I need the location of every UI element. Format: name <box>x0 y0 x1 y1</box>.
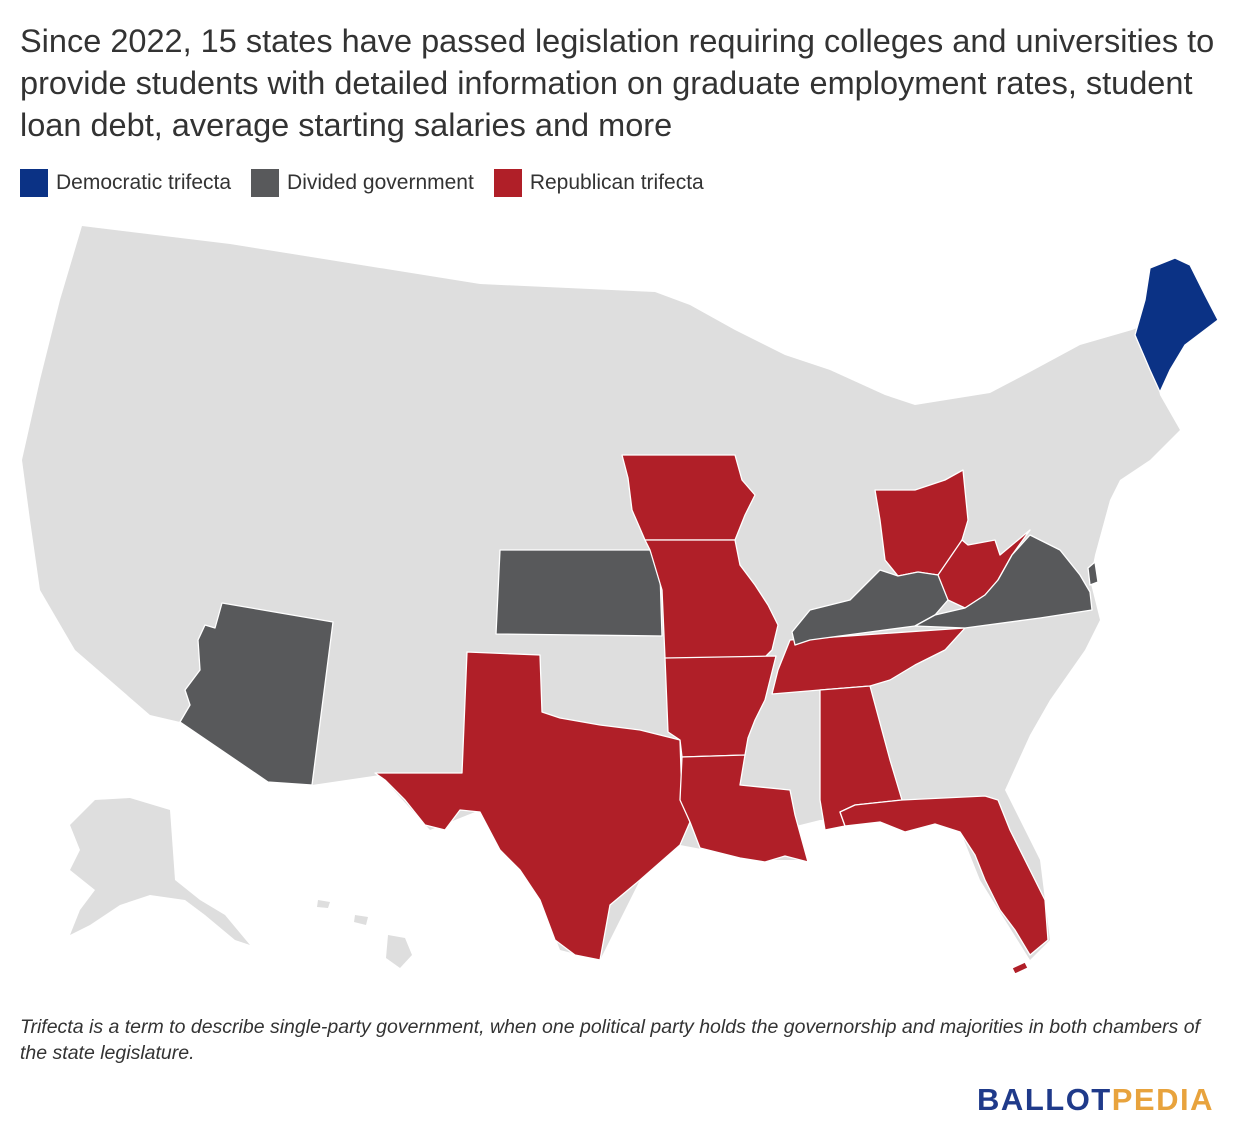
delmarva-detail <box>1087 561 1099 586</box>
state-maine <box>1134 257 1219 393</box>
state-tennessee <box>771 627 966 695</box>
legend-item-divided: Divided government <box>251 169 474 197</box>
alaska-shape <box>70 798 250 945</box>
chart-title: Since 2022, 15 states have passed legisl… <box>20 23 1215 143</box>
state-virginia <box>914 534 1093 629</box>
state-kentucky <box>791 569 949 646</box>
logo-part-pedia: PEDIA <box>1111 1082 1214 1117</box>
state-arkansas <box>664 655 777 758</box>
state-iowa <box>621 454 756 541</box>
state-florida <box>839 795 1049 956</box>
state-kansas <box>495 549 663 637</box>
hawaii-shape <box>317 900 412 968</box>
logo-part-ballot: BALLOT <box>977 1082 1112 1117</box>
ballotpedia-logo: BALLOTPEDIA <box>977 1082 1214 1118</box>
legend-label-democratic: Democratic trifecta <box>56 171 232 194</box>
footnote: Trifecta is a term to describe single-pa… <box>20 1016 1200 1064</box>
florida-keys-detail <box>1011 961 1029 975</box>
state-texas <box>374 651 691 961</box>
legend-item-republican: Republican trifecta <box>493 169 704 197</box>
legend-label-republican: Republican trifecta <box>529 171 704 194</box>
legend-label-divided: Divided government <box>287 171 474 194</box>
legend: Democratic trifecta Divided government R… <box>20 168 724 198</box>
state-west-virginia <box>931 529 1031 609</box>
legend-item-democratic: Democratic trifecta <box>20 169 231 197</box>
us-state-map <box>22 226 1219 975</box>
legend-swatch-republican <box>493 169 522 197</box>
legend-swatch-democratic <box>20 169 48 197</box>
state-louisiana <box>679 754 809 863</box>
legend-swatch-divided <box>251 169 280 197</box>
state-arizona <box>179 602 334 786</box>
state-missouri <box>644 539 779 661</box>
